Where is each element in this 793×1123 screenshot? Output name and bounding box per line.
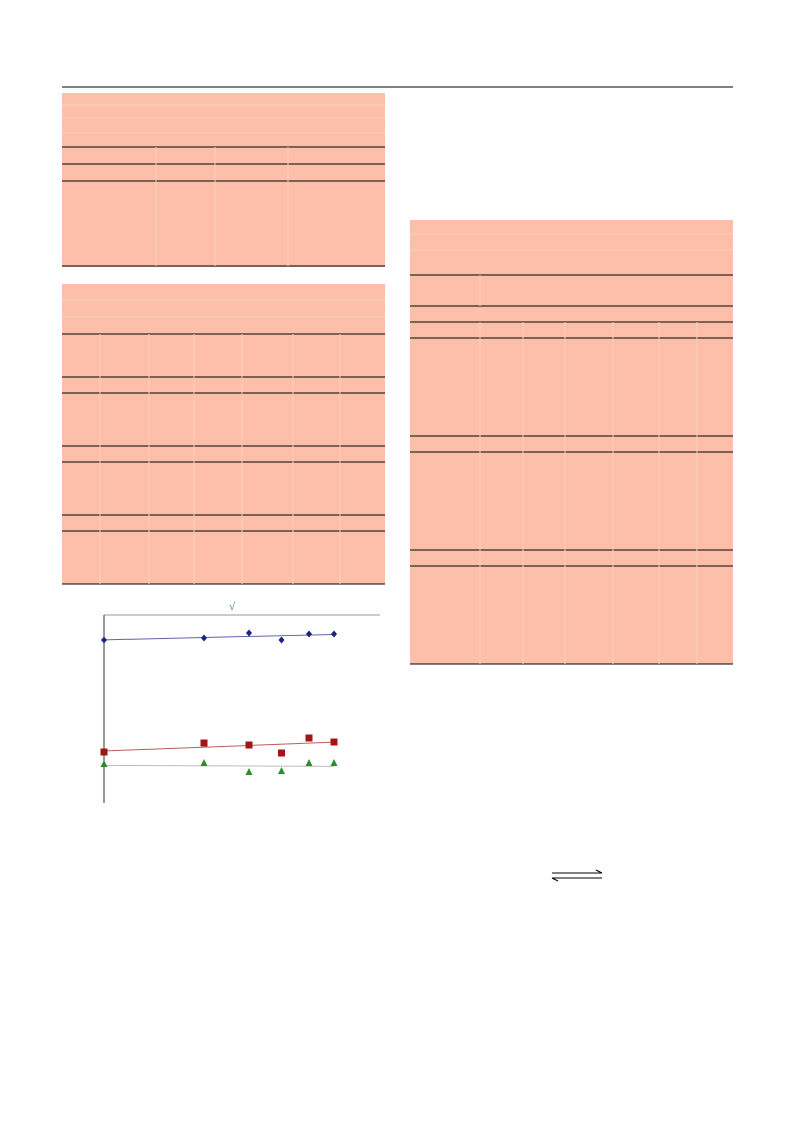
point <box>245 741 253 749</box>
point <box>305 734 313 742</box>
chart-title: √ <box>229 601 236 613</box>
trend-line <box>103 633 335 641</box>
point <box>245 768 253 775</box>
trend-line <box>103 741 335 752</box>
point <box>278 767 285 774</box>
point <box>305 759 313 766</box>
point <box>200 759 208 766</box>
point <box>330 738 338 746</box>
table <box>62 93 385 267</box>
point <box>330 759 338 766</box>
point <box>306 630 312 638</box>
point <box>200 739 208 747</box>
equilibrium-arrows <box>551 869 603 882</box>
point <box>101 636 107 644</box>
point <box>100 748 108 756</box>
point <box>278 749 285 757</box>
trend-line <box>103 764 335 767</box>
point <box>246 629 252 637</box>
point <box>331 630 337 638</box>
point <box>201 634 207 642</box>
table <box>62 284 385 585</box>
point <box>100 760 108 767</box>
table <box>410 220 733 665</box>
point <box>278 636 285 644</box>
